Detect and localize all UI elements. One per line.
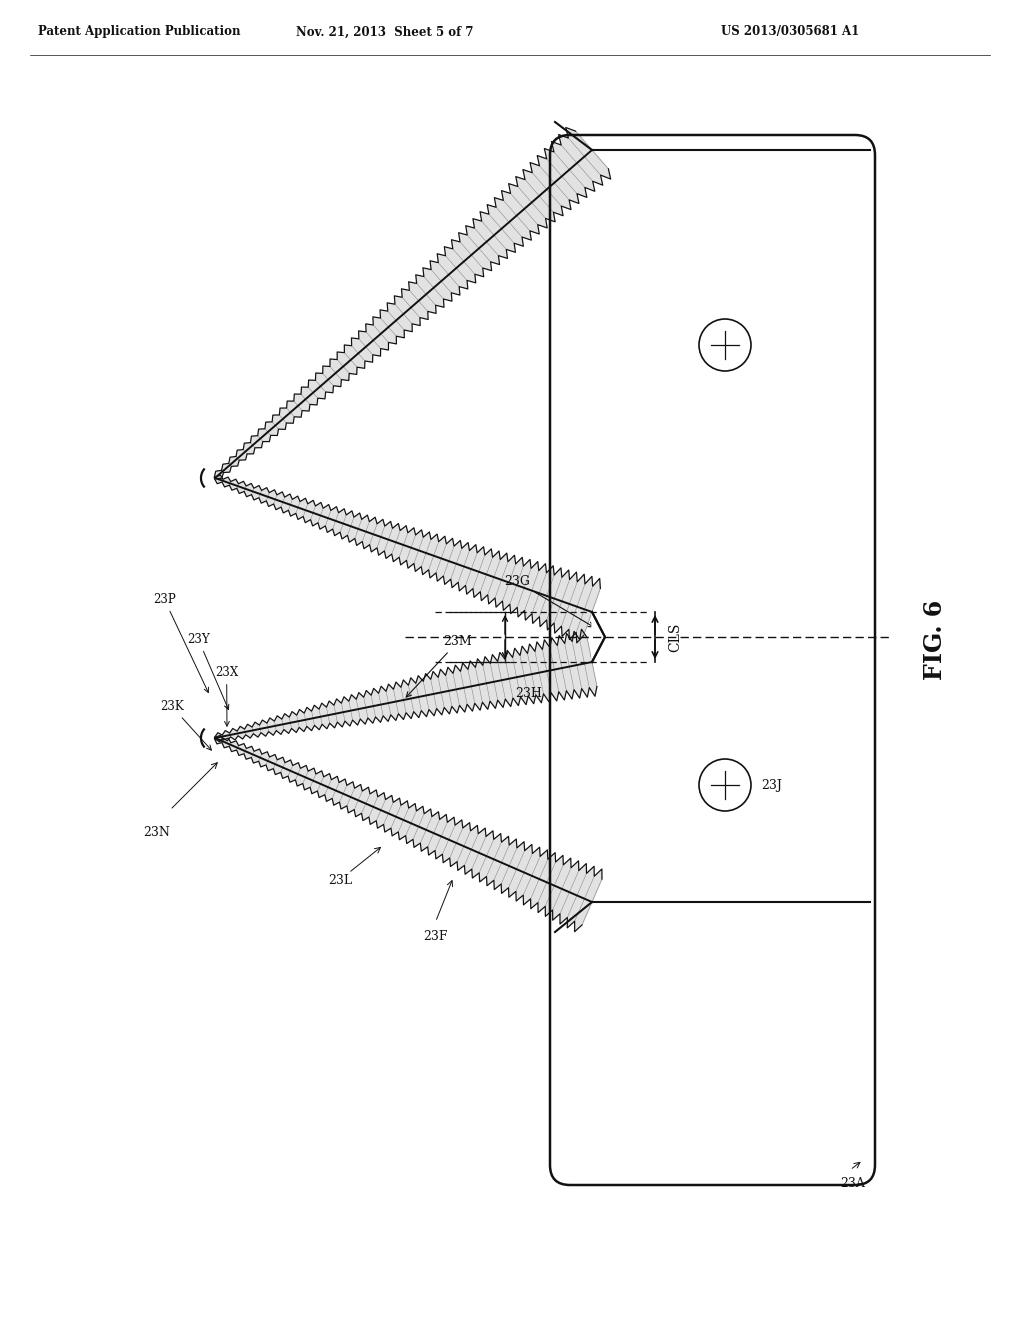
Polygon shape (215, 735, 602, 932)
Text: 23L: 23L (329, 874, 352, 887)
Text: 23K: 23K (160, 700, 211, 750)
Text: 23Y: 23Y (187, 634, 228, 709)
Polygon shape (592, 612, 605, 663)
Text: US 2013/0305681 A1: US 2013/0305681 A1 (721, 25, 859, 38)
Text: 23N: 23N (143, 826, 170, 840)
Text: Nov. 21, 2013  Sheet 5 of 7: Nov. 21, 2013 Sheet 5 of 7 (296, 25, 474, 38)
Text: 23X: 23X (215, 667, 239, 726)
Text: 23F: 23F (424, 931, 449, 944)
Polygon shape (215, 630, 597, 742)
Text: 23M: 23M (407, 635, 472, 697)
Text: 23G: 23G (504, 576, 594, 627)
Text: 23J: 23J (761, 779, 782, 792)
Polygon shape (215, 475, 600, 643)
Polygon shape (214, 128, 610, 479)
Text: Patent Application Publication: Patent Application Publication (38, 25, 241, 38)
Text: CLS: CLS (668, 622, 682, 652)
Text: 23P: 23P (153, 593, 209, 693)
Text: FIG. 6: FIG. 6 (923, 599, 947, 680)
Text: 23A: 23A (840, 1177, 865, 1191)
Text: 23H: 23H (515, 686, 542, 700)
